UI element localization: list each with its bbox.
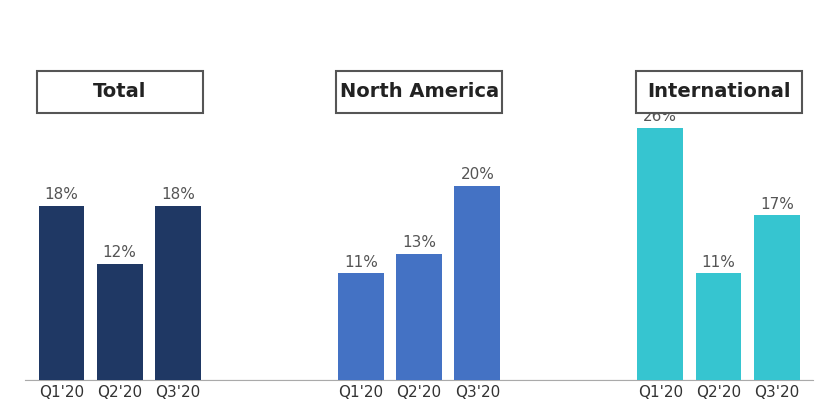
Bar [696, 273, 741, 380]
Text: 20%: 20% [461, 168, 495, 183]
Bar [396, 254, 442, 380]
Text: 13%: 13% [403, 235, 436, 250]
Text: 11%: 11% [701, 254, 735, 270]
Text: 12%: 12% [103, 245, 137, 260]
Bar [97, 264, 143, 380]
Text: International: International [647, 82, 790, 102]
Text: 26%: 26% [643, 109, 677, 124]
Text: Total: Total [93, 82, 146, 102]
Bar [754, 216, 799, 380]
Bar [338, 273, 383, 380]
Text: 11%: 11% [344, 254, 378, 270]
Text: 18%: 18% [45, 187, 78, 202]
Text: Match Group Direct Revenue YoY Growth: Match Group Direct Revenue YoY Growth [95, 17, 735, 45]
Bar [455, 186, 500, 380]
Text: 18%: 18% [161, 187, 195, 202]
Text: 17%: 17% [760, 197, 793, 211]
Bar [39, 206, 85, 380]
Bar [155, 206, 201, 380]
Text: North America: North America [339, 82, 499, 102]
Bar [637, 128, 683, 380]
